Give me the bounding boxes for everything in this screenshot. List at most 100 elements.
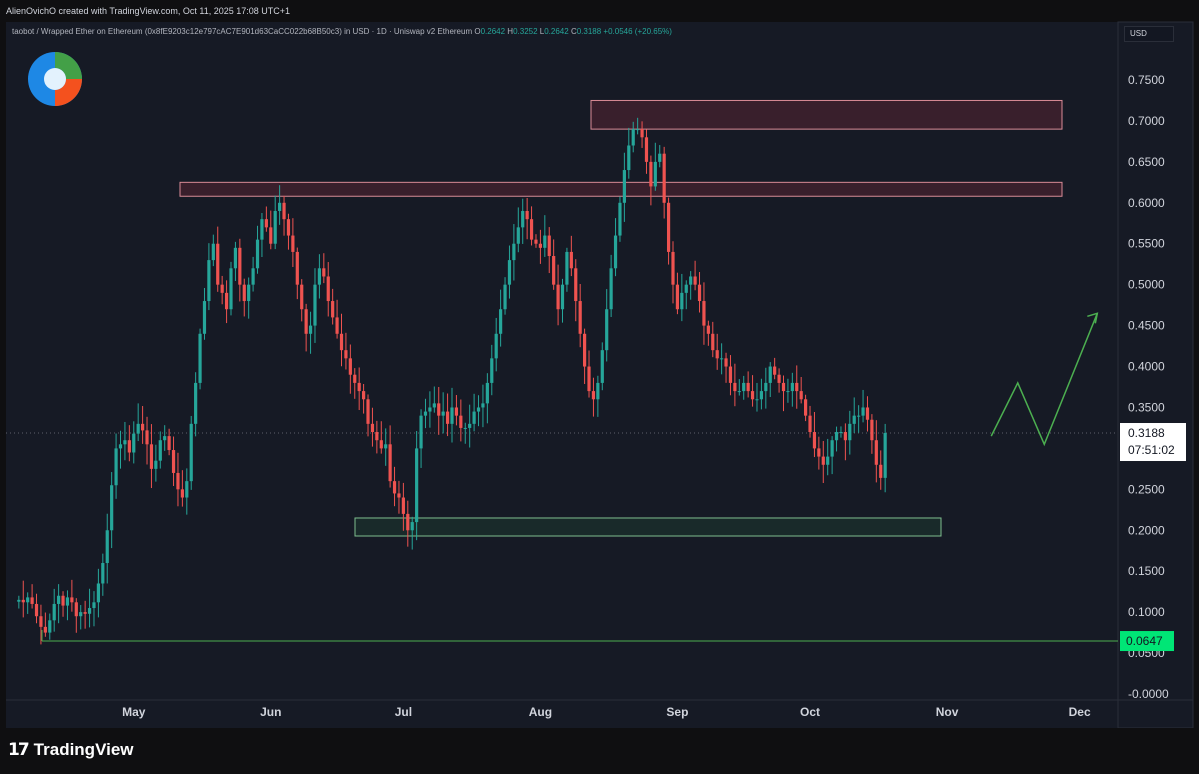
- candle-body: [202, 301, 207, 334]
- candle-body: [644, 137, 649, 162]
- candle-body: [48, 620, 52, 633]
- candle-body: [362, 391, 366, 400]
- candle-body: [406, 513, 410, 531]
- x-tick-label: Jul: [395, 705, 412, 719]
- candle-body: [87, 608, 92, 614]
- candle-body: [538, 243, 542, 248]
- candle-body: [83, 612, 87, 614]
- candle-body: [415, 448, 419, 523]
- candle-body: [291, 235, 295, 252]
- candle-body: [795, 382, 799, 392]
- x-tick-label: Sep: [666, 705, 688, 719]
- candle-body: [574, 268, 578, 302]
- candle-body: [671, 251, 675, 285]
- candle-body: [843, 432, 847, 441]
- candle-body: [331, 301, 335, 318]
- candle-body: [322, 268, 326, 277]
- candle-body: [773, 366, 777, 375]
- candle-body: [450, 407, 454, 424]
- candle-body: [375, 432, 379, 441]
- y-tick-label: 0.6000: [1128, 196, 1165, 210]
- candle-body: [706, 325, 710, 334]
- candle-body: [715, 350, 719, 359]
- candle-body: [21, 599, 25, 603]
- candle-body: [317, 268, 321, 285]
- candle-body: [499, 309, 503, 334]
- currency-button[interactable]: USD: [1124, 26, 1174, 42]
- candle-body: [759, 391, 763, 400]
- candle-body: [870, 419, 874, 441]
- candle-body: [591, 391, 596, 400]
- candle-body: [242, 284, 246, 302]
- candle-body: [269, 227, 273, 244]
- zone-top-resistance: [590, 99, 1063, 130]
- candle-body: [388, 444, 392, 482]
- candle-body: [874, 440, 878, 465]
- candle-body: [649, 161, 653, 187]
- price-badge-value: 0.3188: [1128, 426, 1165, 440]
- candle-body: [158, 440, 162, 461]
- candle-body: [432, 403, 436, 408]
- candle-body: [224, 292, 229, 310]
- candle-body: [529, 219, 534, 240]
- candle-body: [419, 415, 423, 449]
- y-tick-label: 0.4500: [1128, 319, 1165, 333]
- candle-body: [163, 436, 167, 441]
- candle-body: [43, 626, 47, 633]
- candle-body: [583, 333, 587, 367]
- candle-body: [211, 243, 215, 261]
- y-tick-label: 0.7500: [1128, 73, 1165, 87]
- zone-mid-resistance: [179, 181, 1063, 197]
- candle-body: [308, 325, 313, 334]
- candle-body: [384, 444, 388, 449]
- candle-body: [799, 391, 803, 400]
- candle-body: [57, 595, 61, 604]
- candle-body: [370, 423, 375, 433]
- candle-body: [861, 407, 865, 416]
- candle-body: [636, 129, 640, 131]
- y-tick-label: 0.4000: [1128, 360, 1165, 374]
- candle-body: [304, 309, 308, 334]
- x-tick-label: Jun: [260, 705, 281, 719]
- candle-body: [357, 382, 361, 392]
- candle-body: [176, 472, 180, 490]
- candle-body: [379, 440, 383, 449]
- candle-body: [702, 301, 706, 326]
- candle-body: [865, 407, 870, 420]
- candle-body: [17, 599, 21, 602]
- candle-body: [96, 583, 100, 603]
- candle-body: [65, 597, 70, 606]
- candle-body: [666, 202, 671, 252]
- tradingview-logo[interactable]: 17 TradingView: [8, 740, 134, 760]
- candle-body: [61, 595, 65, 606]
- candle-body: [512, 243, 516, 261]
- candle-body: [216, 243, 220, 285]
- candle-body: [167, 436, 171, 451]
- candle-body: [658, 153, 662, 162]
- candle-body: [229, 268, 233, 310]
- candle-body: [490, 358, 494, 383]
- candle-body: [410, 522, 414, 531]
- candle-body: [189, 423, 193, 482]
- candle-body: [697, 284, 702, 302]
- candle-body: [326, 276, 330, 302]
- candle-body: [605, 309, 609, 351]
- y-tick-label: 0.5000: [1128, 278, 1165, 292]
- candle-body: [631, 129, 635, 146]
- candle-body: [768, 366, 772, 383]
- candle-body: [101, 563, 105, 584]
- candle-body: [286, 219, 291, 236]
- top-bar: AlienOvichO created with TradingView.com…: [0, 0, 1199, 22]
- candle-body: [251, 268, 255, 285]
- candle-body: [34, 603, 39, 617]
- candle-body: [123, 440, 127, 445]
- candle-body: [689, 276, 693, 285]
- candle-body: [136, 423, 140, 434]
- chart-panel: [6, 22, 1193, 728]
- projection-arrowhead: [1087, 312, 1099, 324]
- candle-body: [587, 366, 591, 392]
- high-value: 0.3252: [513, 27, 538, 36]
- open-label: O: [474, 27, 481, 36]
- candle-body: [746, 382, 750, 392]
